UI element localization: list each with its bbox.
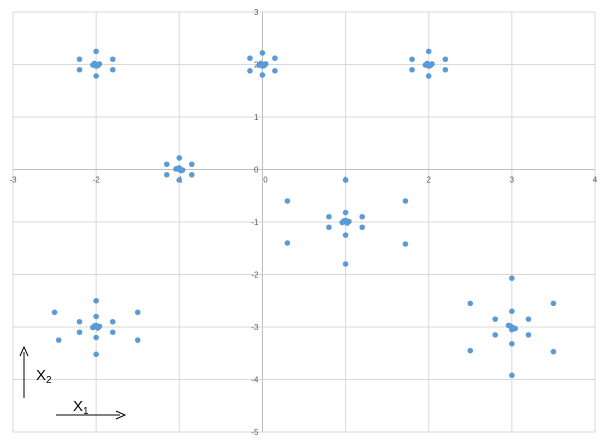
data-point xyxy=(492,332,499,338)
data-point xyxy=(359,213,366,220)
data-point xyxy=(134,337,141,343)
x1-arrow-head-icon xyxy=(115,410,127,420)
x-tick-label: 0 xyxy=(263,176,268,185)
data-point xyxy=(76,329,83,336)
data-point xyxy=(109,66,116,73)
x2-arrow-head-icon xyxy=(19,345,29,357)
data-point xyxy=(93,73,99,79)
data-point xyxy=(425,73,432,79)
data-point xyxy=(467,300,474,307)
data-point xyxy=(505,322,512,329)
y-tick-label: 1 xyxy=(254,113,259,122)
data-point xyxy=(76,66,83,73)
data-point xyxy=(326,224,332,231)
data-point xyxy=(176,165,183,171)
data-point xyxy=(176,177,183,183)
tick-labels: -3-2-1012343210-1-2-3-4-5 xyxy=(9,8,597,437)
data-point xyxy=(93,297,99,304)
data-point xyxy=(326,213,332,220)
data-point xyxy=(93,351,99,358)
x-tick-label: 4 xyxy=(593,176,598,185)
axes xyxy=(13,12,595,432)
data-point xyxy=(93,48,99,55)
data-point xyxy=(342,217,349,224)
data-point xyxy=(109,56,116,63)
x-tick-label: -3 xyxy=(9,176,17,185)
data-point xyxy=(342,177,349,183)
data-point xyxy=(188,161,195,168)
data-point xyxy=(525,316,532,322)
data-points xyxy=(51,48,557,379)
data-point xyxy=(359,224,366,231)
y-tick-label: 3 xyxy=(254,8,259,17)
data-point xyxy=(509,326,515,333)
data-point xyxy=(272,55,278,61)
data-point xyxy=(134,309,141,316)
data-point xyxy=(176,155,183,161)
data-point xyxy=(76,56,83,63)
data-point xyxy=(259,63,266,69)
data-point xyxy=(93,334,99,341)
data-point xyxy=(402,198,409,204)
x2-annotation-sub: 2 xyxy=(46,375,52,386)
y-tick-label: 0 xyxy=(254,166,259,175)
data-point xyxy=(425,48,432,55)
y-tick-label: -3 xyxy=(251,323,259,332)
data-point xyxy=(93,313,99,320)
data-point xyxy=(409,66,415,73)
y-tick-label: -4 xyxy=(251,376,259,385)
data-point xyxy=(550,300,557,307)
y-tick-label: -5 xyxy=(251,428,259,437)
data-point xyxy=(272,68,278,74)
data-point xyxy=(509,308,515,315)
x1-annotation-sub: 1 xyxy=(83,406,89,417)
data-point xyxy=(259,50,266,56)
x2-annotation-main: X xyxy=(36,367,46,384)
data-point xyxy=(509,372,515,379)
data-point xyxy=(76,318,83,325)
data-point xyxy=(550,348,557,355)
axis-annotations: X2 X1 xyxy=(19,345,127,420)
data-point xyxy=(509,341,515,347)
data-point xyxy=(425,63,432,69)
data-point xyxy=(467,347,474,354)
data-point xyxy=(247,55,253,61)
x2-annotation: X2 xyxy=(36,367,52,386)
x1-annotation-main: X xyxy=(73,398,83,415)
data-point xyxy=(525,332,532,338)
data-point xyxy=(442,56,449,63)
data-point xyxy=(284,198,291,204)
data-point xyxy=(342,261,349,267)
data-point xyxy=(109,318,116,325)
x-tick-label: -2 xyxy=(93,176,101,185)
data-point xyxy=(402,241,409,247)
y-tick-label: -2 xyxy=(251,271,259,280)
data-point xyxy=(164,171,170,178)
data-point xyxy=(93,322,99,329)
grid-lines xyxy=(12,11,596,433)
data-point xyxy=(51,309,58,316)
x1-annotation: X1 xyxy=(73,398,89,417)
y-tick-label: -1 xyxy=(251,218,259,227)
data-point xyxy=(442,66,449,73)
data-point xyxy=(259,72,266,78)
data-point xyxy=(509,275,515,281)
data-point xyxy=(492,316,499,322)
data-point xyxy=(93,63,99,69)
data-point xyxy=(342,209,349,216)
data-point xyxy=(284,240,291,246)
data-point xyxy=(409,56,415,63)
data-point xyxy=(55,337,62,343)
x-tick-label: 2 xyxy=(426,176,431,185)
data-point xyxy=(188,171,195,178)
data-point xyxy=(164,161,170,168)
data-point xyxy=(342,232,349,238)
x-tick-label: 3 xyxy=(510,176,515,185)
data-point xyxy=(247,68,253,74)
data-point xyxy=(109,329,116,336)
